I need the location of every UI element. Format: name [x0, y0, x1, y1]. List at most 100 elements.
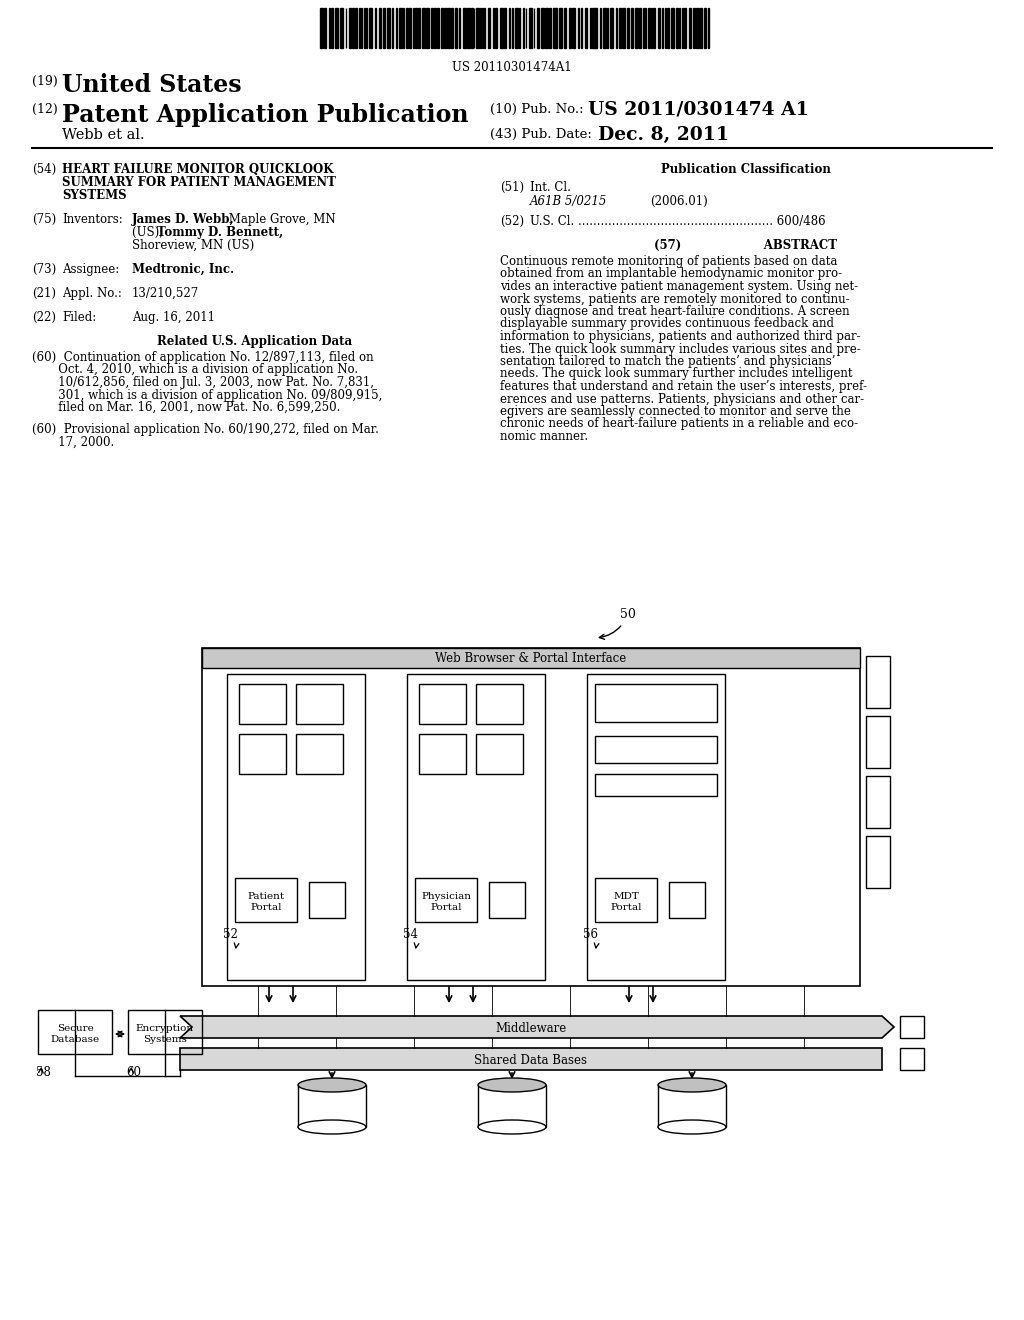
Bar [444, 8, 446, 48]
Bar [463, 8, 466, 48]
Text: vides an interactive patient management system. Using net-: vides an interactive patient management … [500, 280, 858, 293]
Bar [459, 8, 461, 48]
Bar [437, 8, 439, 48]
Text: Middleware: Middleware [496, 1022, 566, 1035]
Bar [578, 8, 580, 48]
Text: U.S. Cl. .................................................... 600/486: U.S. Cl. ...............................… [530, 215, 825, 228]
Bar [866, 776, 890, 828]
Text: Oct. 4, 2010, which is a division of application No.: Oct. 4, 2010, which is a division of app… [32, 363, 358, 376]
Bar [399, 8, 402, 48]
Ellipse shape [298, 1119, 366, 1134]
Bar [227, 675, 365, 979]
Text: filed on Mar. 16, 2001, now Pat. No. 6,599,250.: filed on Mar. 16, 2001, now Pat. No. 6,5… [32, 401, 340, 414]
Text: ously diagnose and treat heart-failure conditions. A screen: ously diagnose and treat heart-failure c… [500, 305, 850, 318]
Bar [568, 8, 571, 48]
Bar [239, 734, 286, 774]
Text: Maple Grove, MN: Maple Grove, MN [225, 213, 336, 226]
Text: (60)  Provisional application No. 60/190,272, filed on Mar.: (60) Provisional application No. 60/190,… [32, 424, 379, 437]
Bar [478, 1085, 546, 1127]
Bar [202, 648, 860, 668]
Bar [866, 656, 890, 708]
Bar [615, 8, 617, 48]
Bar [383, 8, 385, 48]
Bar [866, 836, 890, 888]
Bar [349, 8, 351, 48]
Bar [658, 8, 659, 48]
Text: erences and use patterns. Patients, physicians and other car-: erences and use patterns. Patients, phys… [500, 392, 864, 405]
Bar [434, 8, 435, 48]
Bar [564, 8, 566, 48]
Bar [667, 8, 670, 48]
Bar [620, 8, 621, 48]
Bar [352, 8, 353, 48]
Bar [479, 8, 481, 48]
Bar [610, 8, 613, 48]
Text: Shared Data Bases: Shared Data Bases [474, 1053, 588, 1067]
Bar [335, 8, 338, 48]
Bar [419, 734, 466, 774]
Bar [422, 8, 425, 48]
Bar [495, 8, 498, 48]
Text: (54): (54) [32, 162, 56, 176]
Text: features that understand and retain the user’s interests, pref-: features that understand and retain the … [500, 380, 867, 393]
Text: ties. The quick look summary includes various sites and pre-: ties. The quick look summary includes va… [500, 342, 861, 355]
Bar [703, 8, 706, 48]
Text: needs. The quick look summary further includes intelligent: needs. The quick look summary further in… [500, 367, 853, 380]
Bar [594, 8, 597, 48]
Bar [467, 8, 470, 48]
Text: Secure
Database: Secure Database [50, 1024, 99, 1044]
Bar [324, 8, 327, 48]
Bar [603, 8, 606, 48]
Ellipse shape [478, 1078, 546, 1092]
Text: (22): (22) [32, 312, 56, 323]
Bar [627, 8, 629, 48]
Text: Publication Classification: Publication Classification [662, 162, 830, 176]
Bar [652, 8, 655, 48]
Bar [431, 8, 433, 48]
Text: chronic needs of heart-failure patients in a reliable and eco-: chronic needs of heart-failure patients … [500, 417, 858, 430]
Bar [370, 8, 372, 48]
Bar [537, 8, 539, 48]
Bar [595, 684, 717, 722]
Bar [319, 8, 323, 48]
Text: (57)                    ABSTRACT: (57) ABSTRACT [654, 239, 838, 252]
Bar [387, 8, 390, 48]
Bar [648, 8, 650, 48]
Text: Encryption
Systems: Encryption Systems [136, 1024, 195, 1044]
Text: SUMMARY FOR PATIENT MANAGEMENT: SUMMARY FOR PATIENT MANAGEMENT [62, 176, 336, 189]
Bar [900, 1016, 924, 1038]
Bar [455, 8, 457, 48]
Text: Assignee:: Assignee: [62, 263, 119, 276]
Text: Medtronic, Inc.: Medtronic, Inc. [132, 263, 234, 276]
Bar [476, 684, 523, 723]
Bar [635, 8, 638, 48]
Bar [684, 8, 686, 48]
Text: (2006.01): (2006.01) [650, 195, 708, 209]
Text: US 20110301474A1: US 20110301474A1 [453, 61, 571, 74]
Bar [500, 8, 503, 48]
Bar [418, 8, 420, 48]
Ellipse shape [658, 1078, 726, 1092]
Text: Related U.S. Application Data: Related U.S. Application Data [158, 335, 352, 348]
Text: Patient
Portal: Patient Portal [248, 892, 285, 912]
Bar [413, 8, 415, 48]
Text: HEART FAILURE MONITOR QUICKLOOK: HEART FAILURE MONITOR QUICKLOOK [62, 162, 334, 176]
Bar [700, 8, 702, 48]
Text: US 2011/0301474 A1: US 2011/0301474 A1 [588, 102, 809, 119]
Bar [900, 1048, 924, 1071]
Bar [410, 8, 411, 48]
Bar [296, 684, 343, 723]
Text: SYSTEMS: SYSTEMS [62, 189, 127, 202]
Text: (52): (52) [500, 215, 524, 228]
Bar [592, 8, 594, 48]
Text: Appl. No.:: Appl. No.: [62, 286, 122, 300]
Bar [407, 8, 409, 48]
Bar [595, 737, 717, 763]
Bar [452, 8, 454, 48]
Text: Continuous remote monitoring of patients based on data: Continuous remote monitoring of patients… [500, 255, 838, 268]
Bar [515, 8, 518, 48]
Text: 50: 50 [599, 609, 636, 639]
Text: Physician
Portal: Physician Portal [421, 892, 471, 912]
Bar [549, 8, 551, 48]
Text: (60)  Continuation of application No. 12/897,113, filed on: (60) Continuation of application No. 12/… [32, 351, 374, 364]
